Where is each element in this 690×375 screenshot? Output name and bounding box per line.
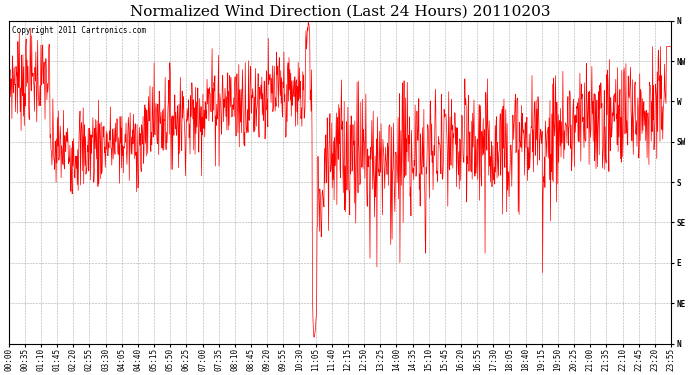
- Title: Normalized Wind Direction (Last 24 Hours) 20110203: Normalized Wind Direction (Last 24 Hours…: [130, 4, 550, 18]
- Text: Copyright 2011 Cartronics.com: Copyright 2011 Cartronics.com: [12, 26, 146, 34]
